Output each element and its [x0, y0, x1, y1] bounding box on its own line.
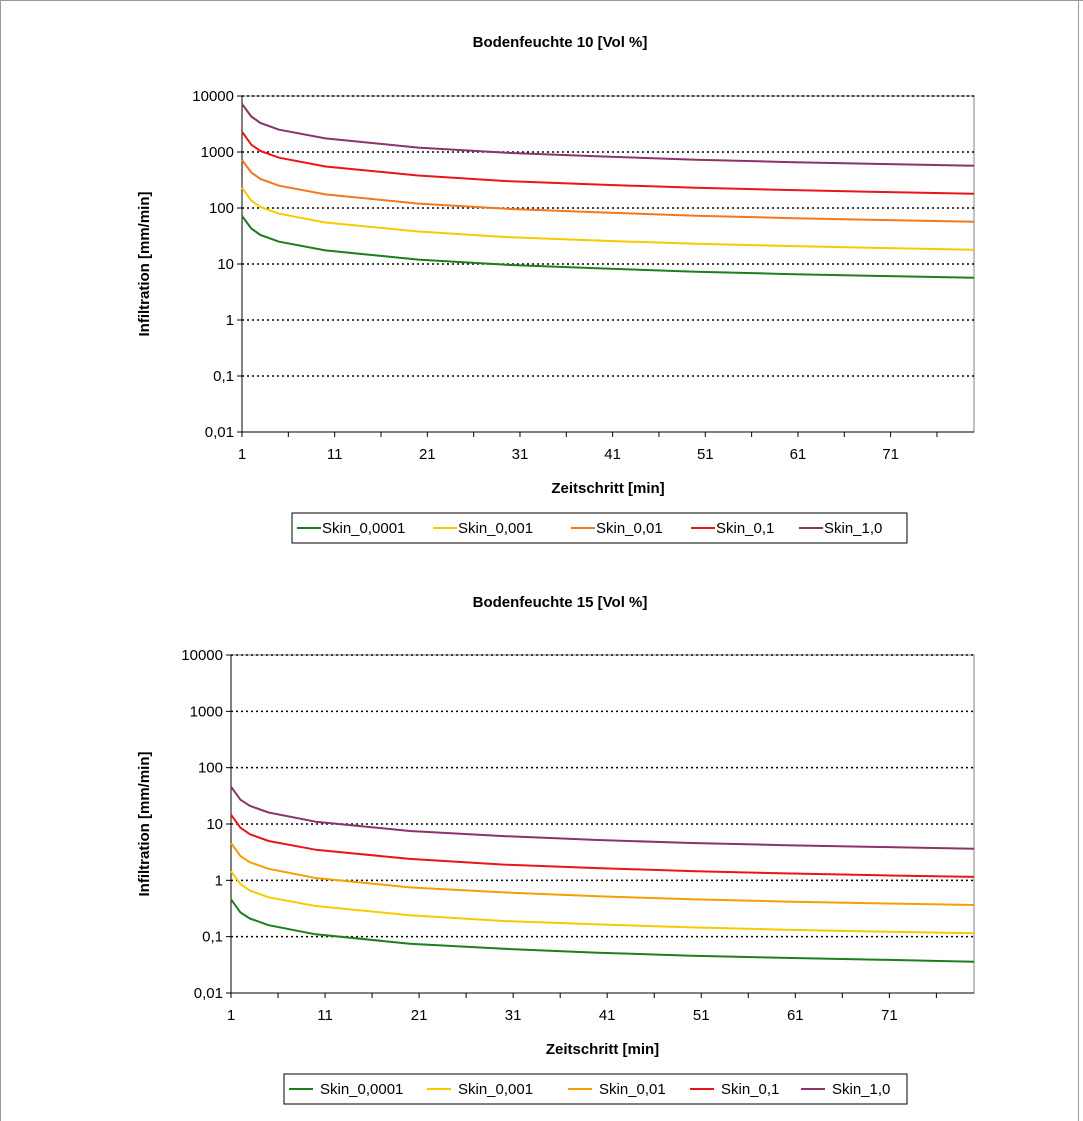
x-tick-label: 31: [512, 446, 529, 463]
x-tick-label: 61: [790, 446, 807, 463]
x-tick-label: 41: [604, 446, 621, 463]
y-tick-label: 100: [209, 200, 234, 217]
y-tick-label: 10: [217, 256, 234, 273]
frame-border-top: [0, 0, 1083, 1]
series-line-skin-0-0001: [230, 898, 975, 963]
legend-label: Skin_0,001: [458, 1081, 533, 1098]
chart-title: Bodenfeuchte 15 [Vol %]: [473, 594, 648, 611]
y-axis-label: Infiltration [mm/min]: [136, 752, 153, 897]
y-tick-label: 100: [198, 760, 223, 777]
legend-label: Skin_0,1: [721, 1081, 779, 1098]
y-tick-label: 1: [215, 872, 223, 889]
legend-label: Skin_0,01: [596, 520, 663, 537]
y-tick-label: 10000: [192, 88, 234, 105]
y-axis-label: Infiltration [mm/min]: [136, 192, 153, 337]
y-tick-label: 1000: [190, 703, 223, 720]
x-tick-label: 71: [881, 1007, 898, 1024]
x-tick-label: 1: [227, 1007, 235, 1024]
y-tick-label: 1000: [201, 144, 234, 161]
y-tick-label: 10: [206, 816, 223, 833]
series-line-skin-1-0: [241, 103, 975, 167]
chart-bodenfeuchte-15: Bodenfeuchte 15 [Vol %] 0,01 0,1 1 10 100 1000…: [136, 594, 975, 1105]
legend-label: Skin_0,001: [458, 520, 533, 537]
series-line-skin-0-1: [241, 131, 975, 195]
x-tick-label: 71: [882, 446, 899, 463]
series-line-skin-0-001: [241, 187, 975, 251]
chart-title: Bodenfeuchte 10 [Vol %]: [473, 34, 648, 51]
y-tick-label: 0,1: [213, 368, 234, 385]
x-tick-label: 21: [411, 1007, 428, 1024]
series-line-skin-0-01: [241, 159, 975, 223]
series-line-skin-1-0: [230, 786, 975, 850]
series-line-skin-0-01: [230, 842, 975, 906]
x-tick-label: 11: [327, 446, 343, 463]
series-line-skin-0-0001: [241, 215, 975, 279]
x-tick-label: 21: [419, 446, 436, 463]
y-tick-label: 0,01: [205, 424, 234, 441]
y-tick-label: 0,1: [202, 929, 223, 946]
x-tick-label: 1: [238, 446, 246, 463]
y-tick-label: 0,01: [194, 985, 223, 1002]
x-tick-label: 61: [787, 1007, 804, 1024]
x-tick-label: 41: [599, 1007, 616, 1024]
frame-border-left: [0, 0, 1, 1121]
x-axis-label: Zeitschritt [min]: [546, 1041, 659, 1058]
x-tick-label: 31: [505, 1007, 522, 1024]
legend-label: Skin_0,01: [599, 1081, 666, 1098]
x-tick-label: 51: [693, 1007, 710, 1024]
legend-label: Skin_0,1: [716, 520, 774, 537]
series-line-skin-0-001: [230, 870, 975, 935]
chart-bodenfeuchte-10: Bodenfeuchte 10 [Vol %] 0,01 0,1 1 10 100 1000…: [136, 34, 975, 544]
y-tick-label: 10000: [181, 647, 223, 664]
x-tick-label: 51: [697, 446, 714, 463]
legend-label: Skin_0,0001: [322, 520, 405, 537]
series-line-skin-0-1: [230, 814, 975, 878]
frame-border-right: [1078, 0, 1079, 1121]
x-axis-label: Zeitschritt [min]: [551, 480, 664, 497]
legend-label: Skin_1,0: [824, 520, 882, 537]
legend-label: Skin_0,0001: [320, 1081, 403, 1098]
y-tick-label: 1: [226, 312, 234, 329]
legend-label: Skin_1,0: [832, 1081, 890, 1098]
x-tick-label: 11: [317, 1007, 333, 1024]
